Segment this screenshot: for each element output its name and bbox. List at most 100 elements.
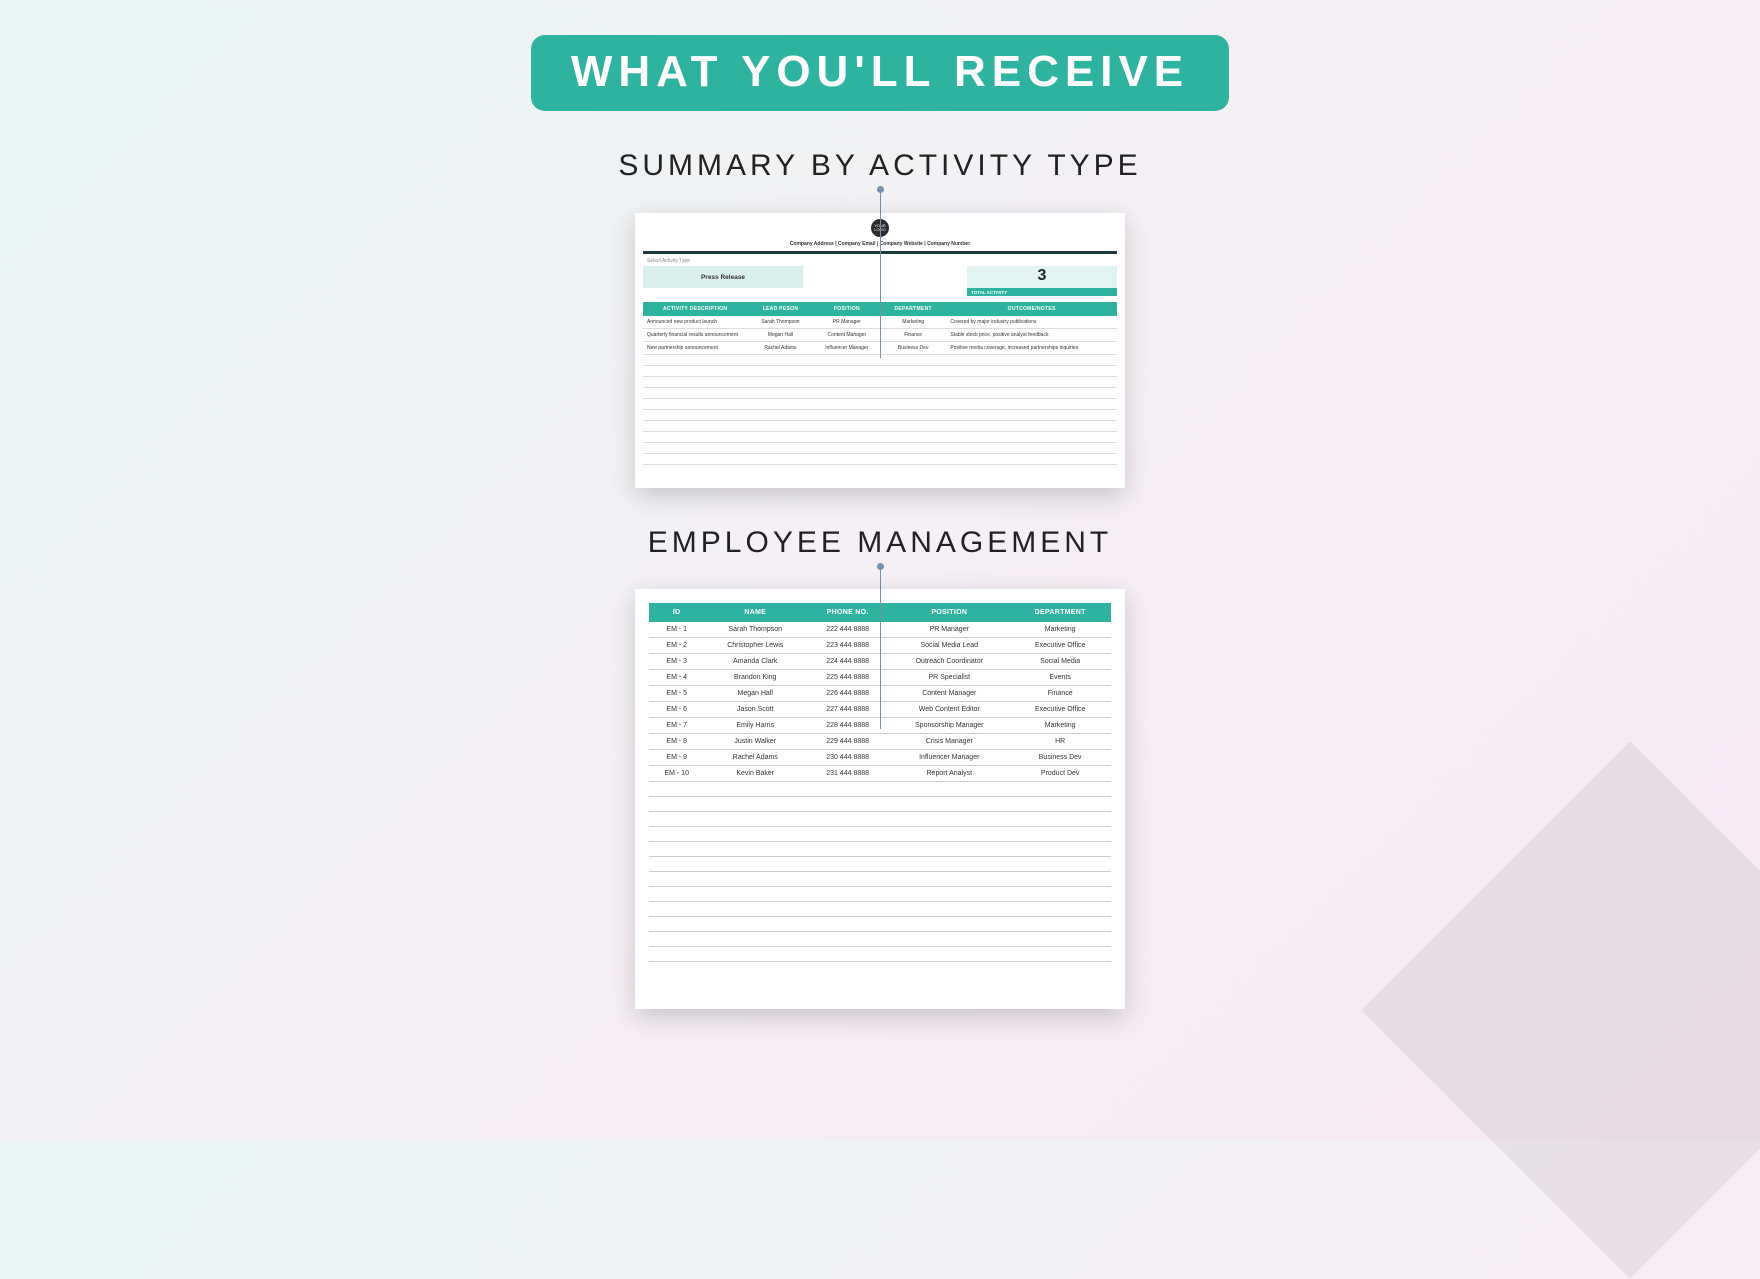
spacer <box>803 266 967 296</box>
table-cell: Web Content Editor <box>889 702 1009 718</box>
table-row-empty <box>643 454 1117 465</box>
table-row: EM - 9Rachel Adams230 444 8888Influencer… <box>649 750 1111 766</box>
connector-line <box>880 189 881 213</box>
table-cell-empty <box>814 377 880 388</box>
table-cell-empty <box>806 797 889 812</box>
activity-type-select[interactable]: Press Release <box>643 266 803 288</box>
table-cell: Influencer Manager <box>814 342 880 355</box>
table-cell: 228 444 8888 <box>806 718 889 734</box>
table-row-empty <box>643 366 1117 377</box>
table-row-empty <box>649 917 1111 932</box>
total-number: 3 <box>1038 267 1047 285</box>
table-cell-empty <box>889 872 1009 887</box>
table-cell-empty <box>806 782 889 797</box>
table-cell: 225 444 8888 <box>806 670 889 686</box>
table-cell-empty <box>946 432 1117 443</box>
table-cell: HR <box>1009 734 1111 750</box>
table-cell: 227 444 8888 <box>806 702 889 718</box>
table-cell: EM - 10 <box>649 766 704 782</box>
table-cell: Executive Office <box>1009 702 1111 718</box>
table-cell: 222 444 8888 <box>806 622 889 638</box>
table-cell-empty <box>814 355 880 366</box>
table-cell-empty <box>889 782 1009 797</box>
table-cell-empty <box>880 432 946 443</box>
table-row-empty <box>649 947 1111 962</box>
table-cell: Stable stock price, positive analyst fee… <box>946 329 1117 342</box>
table-cell: Megan Hall <box>747 329 813 342</box>
table-cell: Covered by major industry publications <box>946 316 1117 329</box>
table-cell-empty <box>889 827 1009 842</box>
table-cell: Sponsorship Manager <box>889 718 1009 734</box>
table-cell-empty <box>880 377 946 388</box>
table-cell-empty <box>704 872 806 887</box>
connector-line-inside <box>880 213 881 358</box>
total-activity-box: 3 TOTAL ACTIVITY <box>967 266 1117 296</box>
table-row-empty <box>643 443 1117 454</box>
corner-shadow <box>1361 741 1760 1278</box>
table-cell-empty <box>1009 842 1111 857</box>
table-cell: Announced new product launch <box>643 316 747 329</box>
table-cell-empty <box>643 377 747 388</box>
page-banner: WHAT YOU'LL RECEIVE <box>531 35 1229 111</box>
table-cell: Emily Harris <box>704 718 806 734</box>
table-cell-empty <box>880 388 946 399</box>
table-cell-empty <box>704 797 806 812</box>
table-cell-empty <box>747 355 813 366</box>
table-cell-empty <box>747 410 813 421</box>
table-cell: EM - 9 <box>649 750 704 766</box>
table-cell-empty <box>814 454 880 465</box>
table-cell-empty <box>704 782 806 797</box>
table-cell-empty <box>747 421 813 432</box>
table-cell: Sarah Thompson <box>704 622 806 638</box>
table-cell-empty <box>643 410 747 421</box>
table-cell: Megan Hall <box>704 686 806 702</box>
table-cell-empty <box>814 366 880 377</box>
table-cell-empty <box>806 842 889 857</box>
table-cell-empty <box>814 388 880 399</box>
table-cell-empty <box>806 932 889 947</box>
table-cell-empty <box>814 443 880 454</box>
table-cell-empty <box>1009 902 1111 917</box>
table-cell-empty <box>747 454 813 465</box>
table-cell-empty <box>1009 932 1111 947</box>
table-cell: Quarterly financial results announcement <box>643 329 747 342</box>
col-emp-department: DEPARTMENT <box>1009 603 1111 622</box>
table-cell-empty <box>946 454 1117 465</box>
table-cell-empty <box>1009 857 1111 872</box>
table-cell-empty <box>814 421 880 432</box>
table-cell-empty <box>704 857 806 872</box>
table-cell: Rachel Adams <box>747 342 813 355</box>
table-cell: Amanda Clark <box>704 654 806 670</box>
table-row: EM - 10Kevin Baker231 444 8888Report Ana… <box>649 766 1111 782</box>
table-cell-empty <box>1009 797 1111 812</box>
table-cell-empty <box>806 812 889 827</box>
table-row-empty <box>649 812 1111 827</box>
table-cell-empty <box>643 454 747 465</box>
connector-line-2 <box>880 566 881 590</box>
table-cell: New partnership announcement <box>643 342 747 355</box>
table-cell: Finance <box>880 329 946 342</box>
page: WHAT YOU'LL RECEIVE SUMMARY BY ACTIVITY … <box>0 0 1760 1140</box>
table-cell-empty <box>649 827 704 842</box>
table-cell-empty <box>814 410 880 421</box>
table-cell-empty <box>649 902 704 917</box>
table-cell-empty <box>747 432 813 443</box>
table-row-empty <box>643 388 1117 399</box>
table-cell-empty <box>747 366 813 377</box>
table-cell: Content Manager <box>814 329 880 342</box>
table-cell-empty <box>806 947 889 962</box>
table-cell: Executive Office <box>1009 638 1111 654</box>
table-cell-empty <box>704 842 806 857</box>
table-cell-empty <box>649 857 704 872</box>
table-cell-empty <box>704 827 806 842</box>
table-cell-empty <box>889 812 1009 827</box>
preview-employee: ID NAME PHONE NO. POSITION DEPARTMENT EM… <box>635 589 1125 1009</box>
table-row-empty <box>649 902 1111 917</box>
table-row-empty <box>649 827 1111 842</box>
table-cell-empty <box>880 443 946 454</box>
table-cell: Influencer Manager <box>889 750 1009 766</box>
table-row-empty <box>649 857 1111 872</box>
table-cell-empty <box>747 399 813 410</box>
table-cell-empty <box>1009 872 1111 887</box>
table-cell: 231 444 8888 <box>806 766 889 782</box>
